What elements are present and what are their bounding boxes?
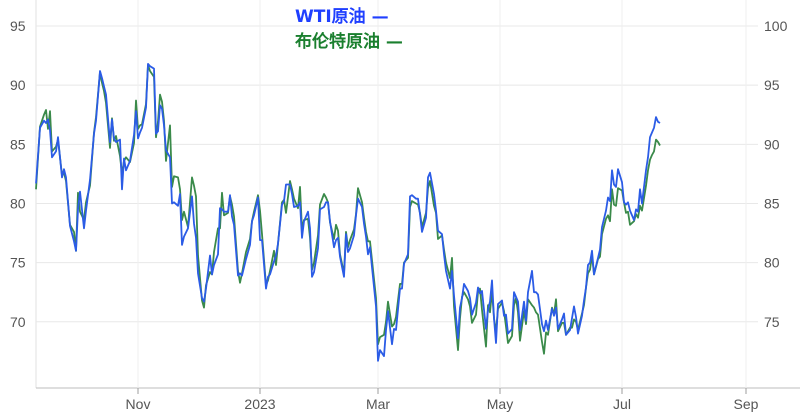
y-left-tick-label: 70 [10, 314, 26, 330]
y-axis-right: 75 80 85 90 95 100 [764, 18, 788, 330]
legend-entry-brent: 布伦特原油 — [295, 31, 403, 52]
y-right-tick-label: 100 [764, 18, 788, 34]
legend: WTI原油 — 布伦特原油 — [295, 6, 403, 52]
x-tick-label: May [487, 396, 513, 412]
series-line-brent [35, 64, 661, 355]
x-tick-label: 2023 [244, 396, 275, 412]
series-lines [35, 63, 661, 362]
y-left-tick-label: 95 [10, 18, 26, 34]
grid-lines [35, 0, 800, 389]
y-right-tick-label: 80 [764, 255, 780, 271]
y-right-tick-label: 95 [764, 77, 780, 93]
y-right-tick-label: 90 [764, 136, 780, 152]
y-left-tick-label: 90 [10, 77, 26, 93]
x-tick-label: Mar [366, 396, 390, 412]
x-axis: Nov 2023 Mar May Jul Sep [126, 388, 759, 412]
y-left-tick-label: 75 [10, 255, 26, 271]
x-tick-label: Jul [613, 396, 631, 412]
x-tick-label: Nov [126, 396, 151, 412]
y-left-tick-label: 85 [10, 136, 26, 152]
series-line-wti [35, 63, 661, 362]
legend-entry-wti: WTI原油 — [295, 6, 389, 27]
y-right-tick-label: 75 [764, 314, 780, 330]
y-right-tick-label: 85 [764, 195, 780, 211]
y-left-tick-label: 80 [10, 195, 26, 211]
y-axis-left: 70 75 80 85 90 95 [10, 18, 26, 330]
x-tick-label: Sep [734, 396, 759, 412]
